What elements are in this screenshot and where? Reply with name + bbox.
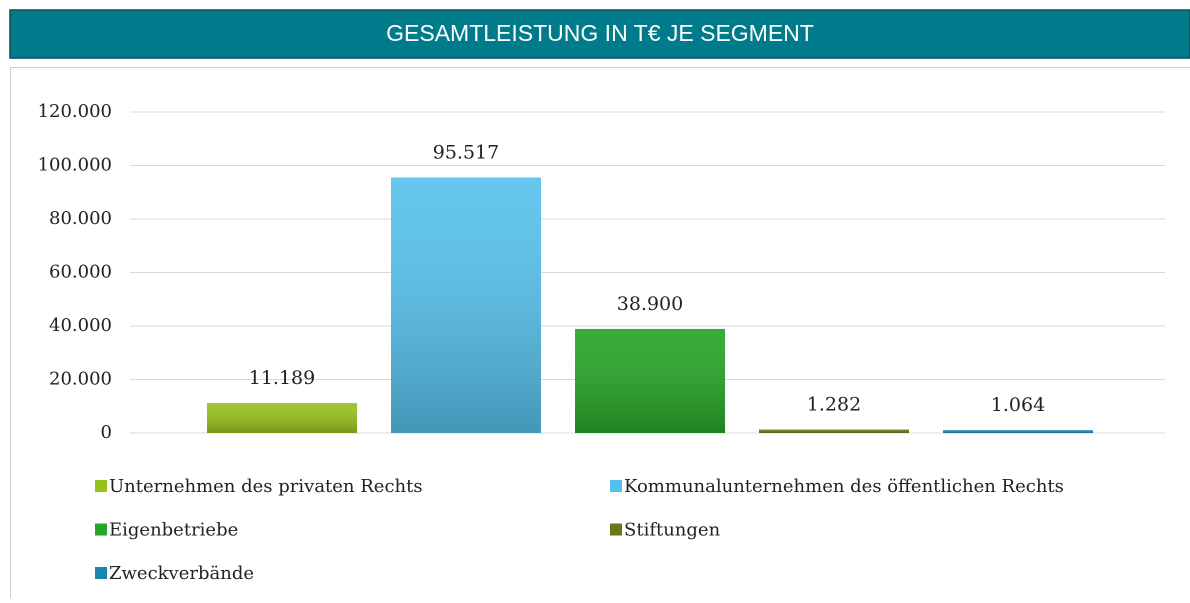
data-label: 95.517: [433, 141, 499, 163]
legend-label: Eigenbetriebe: [109, 520, 238, 541]
data-label: 1.064: [991, 394, 1045, 416]
y-tick-label: 100.000: [38, 155, 112, 176]
bar-shade: [207, 403, 357, 433]
data-label: 38.900: [617, 293, 683, 315]
bar-shade: [575, 329, 725, 433]
legend-swatch: [95, 524, 107, 536]
y-tick-label: 80.000: [49, 208, 112, 229]
y-tick-label: 60.000: [49, 262, 112, 283]
y-tick-label: 120.000: [38, 101, 112, 122]
legend-swatch: [610, 524, 622, 536]
y-tick-label: 40.000: [49, 315, 112, 336]
chart-title: GESAMTLEISTUNG IN T€ JE SEGMENT: [386, 20, 814, 46]
legend-label: Unternehmen des privaten Rechts: [109, 476, 423, 497]
legend-swatch: [95, 567, 107, 579]
data-label: 11.189: [249, 367, 315, 389]
bar-shade: [391, 177, 541, 433]
bar-shade: [759, 430, 909, 433]
legend-swatch: [95, 480, 107, 492]
legend-label: Zweckverbände: [109, 563, 254, 584]
data-label: 1.282: [807, 394, 861, 416]
legend-swatch: [610, 480, 622, 492]
bar-shade: [943, 430, 1093, 433]
legend-label: Kommunalunternehmen des öffentlichen Rec…: [624, 476, 1064, 497]
y-tick-label: 20.000: [49, 369, 112, 390]
y-tick-label: 0: [101, 422, 112, 443]
legend-label: Stiftungen: [624, 520, 721, 541]
